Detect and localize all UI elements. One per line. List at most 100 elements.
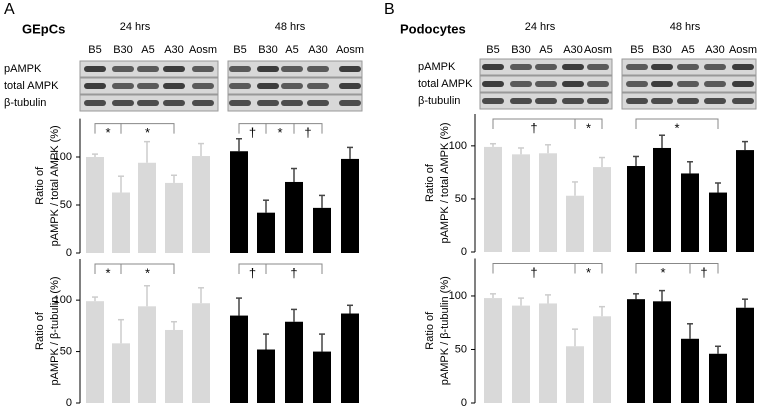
time-point: 24 hrs [120,21,151,33]
y-tick-label: 0 [66,397,72,407]
lane-label: B5 [233,44,246,56]
blot-band [535,64,557,70]
bar [86,157,104,253]
blot-band [307,100,329,106]
bar [313,207,331,253]
bar [681,338,699,403]
blot-band [307,66,329,72]
lane-label: B5 [486,44,499,56]
blot-band [339,66,361,72]
blot-row-label: β-tubulin [418,95,460,107]
blot-band [257,83,279,89]
bar [539,303,557,403]
bar [257,212,275,253]
y-axis-label: Ratio of [424,311,436,350]
significance-mark: * [145,265,150,280]
blot-band [229,83,251,89]
blot-row-label: β-tubulin [4,97,46,109]
lane-label: Aosm [584,44,612,56]
significance-bracket [574,118,603,129]
bar [709,192,727,252]
blot-band [163,83,185,89]
y-tick-label: 100 [449,290,467,302]
blot-band [626,64,648,70]
blot-band [587,98,609,104]
y-tick-label: 0 [461,246,467,258]
y-tick-label: 0 [66,247,72,259]
y-axis-label: pAMPK / total AMPK (%) [49,125,61,246]
blot-band [510,98,532,104]
significance-mark: * [586,265,591,280]
blot-band [535,98,557,104]
bar [138,162,156,253]
significance-mark: * [674,120,679,135]
significance-bracket [120,263,175,274]
significance-mark: † [530,120,537,135]
blot-band [677,98,699,104]
significance-mark: † [290,265,297,280]
bar [192,303,210,403]
blot-band [482,98,504,104]
blot-band [482,81,504,87]
bar [165,329,183,403]
time-point: 48 hrs [275,21,306,33]
bar [539,153,557,252]
cell-type: Podocytes [400,21,466,36]
blot-band [112,100,134,106]
blot-band [229,66,251,72]
blot-row-label: pAMPK [418,61,456,73]
blot-band [192,66,214,72]
significance-mark: * [277,125,282,140]
blot-band [704,64,726,70]
lane-label: Aosm [336,44,364,56]
blot-band [562,81,584,87]
bar [112,343,130,403]
blot-band [229,100,251,106]
lane-label: B30 [258,44,278,56]
blot-row-label: total AMPK [418,78,473,90]
blot-band [84,100,106,106]
significance-mark: † [700,265,707,280]
blot-band [163,66,185,72]
bar [285,181,303,253]
blot-band [626,98,648,104]
lane-label: A5 [681,44,694,56]
y-tick-label: 50 [60,199,72,211]
blot-band [281,66,303,72]
blot-band [704,81,726,87]
blot-band [732,98,754,104]
bar [627,299,645,403]
bar [709,353,727,403]
blot-band [281,100,303,106]
panel-label: B [384,1,395,18]
blot-band [510,81,532,87]
bar [512,154,530,252]
y-axis-label: pAMPK / total AMPK (%) [439,122,451,243]
blot-band [651,98,673,104]
lane-label: B5 [88,44,101,56]
significance-mark: * [105,125,110,140]
blot-band [732,81,754,87]
y-tick-label: 100 [449,140,467,152]
panel-label: A [4,1,15,18]
blot-band [137,83,159,89]
significance-mark: * [660,265,665,280]
blot-band [651,81,673,87]
y-tick-label: 50 [455,193,467,205]
bar [138,306,156,403]
lane-label: B30 [652,44,672,56]
significance-bracket [265,263,323,274]
bar [593,316,611,403]
blot-band [339,100,361,106]
significance-bracket [120,123,175,134]
blot-band [562,98,584,104]
lane-label: B5 [630,44,643,56]
bar [341,313,359,403]
bar [285,321,303,403]
blot-band [626,81,648,87]
bar [512,305,530,403]
y-axis-label: pAMPK / β-tubulin (%) [439,276,451,385]
significance-mark: * [586,120,591,135]
lane-label: A5 [141,44,154,56]
